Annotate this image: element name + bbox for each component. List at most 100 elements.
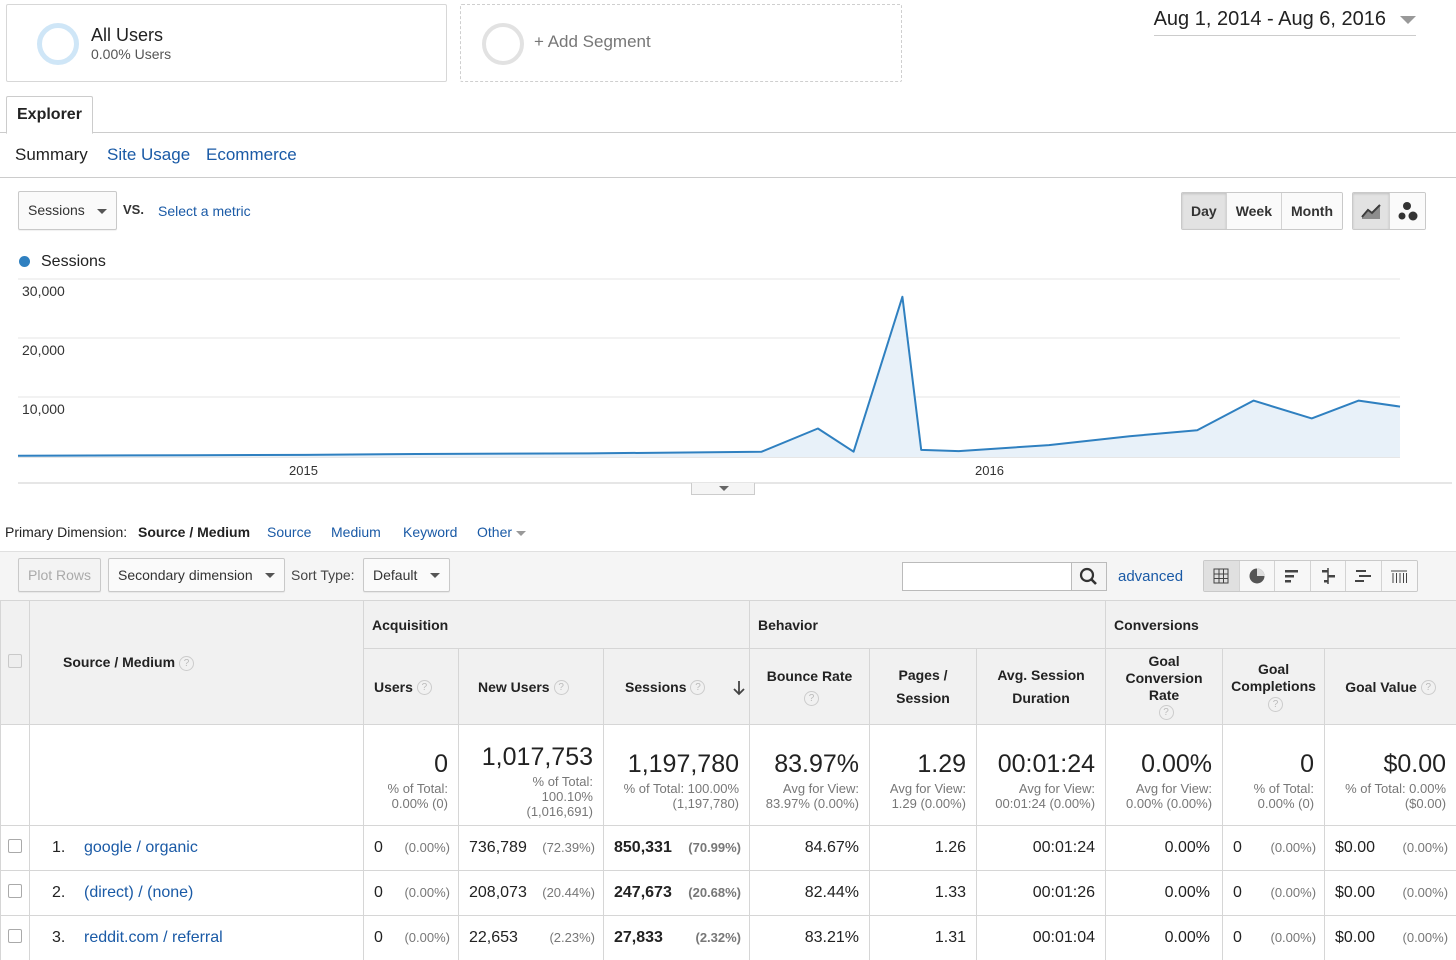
- row-source-link[interactable]: reddit.com / referral: [84, 929, 223, 946]
- cell-percent: (2.23%): [549, 930, 595, 945]
- col-label: Pages / Session: [896, 666, 950, 706]
- help-icon[interactable]: ?: [1420, 680, 1436, 696]
- cell-value: 736,789: [469, 839, 527, 856]
- help-icon[interactable]: ?: [179, 655, 195, 671]
- secondary-dimension-label: Secondary dimension: [118, 567, 253, 583]
- advanced-filter-link[interactable]: advanced: [1118, 568, 1184, 585]
- select-all-checkbox[interactable]: [8, 654, 22, 668]
- col-avg-session-duration[interactable]: Avg. Session Duration: [976, 648, 1107, 725]
- row-index: 3.: [52, 929, 66, 946]
- comparison-view-button[interactable]: [1310, 561, 1346, 591]
- totals-spacer: [29, 724, 364, 826]
- chevron-down-icon: [97, 208, 107, 214]
- col-goal-conversion-rate[interactable]: Goal Conversion Rate?: [1105, 648, 1224, 725]
- col-new-users[interactable]: New Users?: [458, 648, 604, 725]
- col-label: Sessions: [625, 678, 687, 695]
- report-table: Source / Medium? Acquisition Behavior Co…: [0, 600, 1456, 960]
- search-button[interactable]: [1071, 562, 1107, 591]
- row-new-users: 208,073 (20.44%): [458, 870, 604, 916]
- dimension-other-label: Other: [477, 524, 513, 540]
- total-value: 0.00%: [1141, 750, 1213, 778]
- sort-descending-arrow-icon: [733, 681, 745, 696]
- cell-percent: (20.44%): [542, 885, 595, 900]
- row-index: 1.: [52, 839, 66, 856]
- segment-all-users[interactable]: All Users 0.00% Users: [6, 4, 447, 82]
- subtab-summary[interactable]: Summary: [15, 145, 88, 164]
- plot-rows-button[interactable]: Plot Rows: [18, 558, 101, 592]
- col-goal-completions[interactable]: Goal Completions?: [1222, 648, 1326, 725]
- row-checkbox-cell: [0, 870, 30, 916]
- line-chart-button[interactable]: [1353, 193, 1390, 229]
- chart-collapse-toggle[interactable]: [691, 483, 755, 495]
- cell-value: 247,673: [614, 884, 672, 901]
- sessions-legend-label: Sessions: [41, 253, 106, 270]
- data-view-button[interactable]: [1204, 561, 1240, 591]
- cell-value: 850,331: [614, 839, 672, 856]
- help-icon[interactable]: ?: [1158, 705, 1174, 721]
- total-duration: 00:01:24 Avg for View: 00:01:24 (0.00%): [976, 724, 1107, 826]
- sessions-line: [17, 295, 1401, 457]
- group-behavior: Behavior: [749, 600, 1107, 649]
- help-icon[interactable]: ?: [690, 680, 706, 696]
- sort-type-dropdown[interactable]: Default: [363, 558, 450, 592]
- tab-explorer[interactable]: Explorer: [6, 96, 93, 134]
- day-button[interactable]: Day: [1182, 193, 1227, 229]
- row-source-link[interactable]: (direct) / (none): [84, 884, 194, 901]
- dimension-header-label: Source / Medium: [63, 654, 176, 671]
- chevron-down-icon: [1400, 16, 1416, 24]
- motion-chart-button[interactable]: [1390, 193, 1425, 229]
- add-segment-card[interactable]: + Add Segment: [460, 4, 902, 82]
- total-caption: Avg for View: 00:01:24 (0.00%): [995, 781, 1096, 811]
- subtab-site-usage[interactable]: Site Usage: [107, 145, 191, 164]
- date-range-text: Aug 1, 2014 - Aug 6, 2016: [1153, 8, 1386, 30]
- dimension-medium[interactable]: Medium: [331, 524, 381, 540]
- help-icon[interactable]: ?: [416, 680, 432, 696]
- sort-type-value: Default: [373, 567, 418, 583]
- grid-table-icon: [1213, 568, 1229, 584]
- total-value: 83.97%: [774, 750, 860, 778]
- col-label: Users: [374, 678, 413, 695]
- search-icon: [1079, 567, 1097, 585]
- pivot-table-icon: [1391, 570, 1408, 583]
- row-checkbox[interactable]: [8, 928, 22, 943]
- help-icon[interactable]: ?: [553, 680, 569, 696]
- table-search-input[interactable]: [902, 562, 1072, 591]
- x-tick-2015: 2015: [289, 463, 318, 478]
- y-tick-10000: 10,000: [22, 401, 65, 417]
- date-range-picker[interactable]: Aug 1, 2014 - Aug 6, 2016: [1153, 8, 1416, 36]
- chevron-down-icon: [265, 573, 275, 578]
- dimension-source[interactable]: Source: [267, 524, 312, 540]
- row-checkbox[interactable]: [8, 883, 22, 898]
- cell-percent: (0.00%): [404, 885, 450, 900]
- row-source-link[interactable]: google / organic: [84, 839, 198, 856]
- col-users[interactable]: Users?: [363, 648, 459, 725]
- dimension-header[interactable]: Source / Medium?: [29, 600, 364, 725]
- row-checkbox[interactable]: [8, 838, 22, 853]
- row-pages-session: 1.33: [869, 870, 978, 916]
- row-conversion-rate: 0.00%: [1105, 870, 1224, 916]
- week-button[interactable]: Week: [1226, 193, 1283, 229]
- col-label: New Users: [478, 678, 550, 695]
- y-tick-20000: 20,000: [22, 342, 65, 358]
- subtab-ecommerce[interactable]: Ecommerce: [206, 145, 297, 164]
- metric-dropdown[interactable]: Sessions: [18, 191, 117, 230]
- select-metric-link[interactable]: Select a metric: [158, 203, 251, 219]
- dimension-keyword[interactable]: Keyword: [403, 524, 458, 540]
- col-goal-value[interactable]: Goal Value?: [1324, 648, 1456, 725]
- month-button[interactable]: Month: [1282, 193, 1342, 229]
- performance-view-button[interactable]: [1275, 561, 1311, 591]
- sessions-legend-dot: [19, 256, 30, 267]
- dimension-other[interactable]: Other: [477, 524, 526, 540]
- chevron-down-icon: [719, 486, 729, 491]
- col-sessions[interactable]: Sessions?: [602, 648, 751, 725]
- percentage-view-button[interactable]: [1239, 561, 1275, 591]
- total-value: 1,017,753: [481, 742, 593, 771]
- help-icon[interactable]: ?: [1268, 696, 1284, 712]
- col-bounce-rate[interactable]: Bounce Rate?: [749, 648, 871, 725]
- secondary-dimension-dropdown[interactable]: Secondary dimension: [108, 558, 285, 592]
- row-bounce-rate: 82.44%: [749, 870, 871, 916]
- term-cloud-view-button[interactable]: [1346, 561, 1382, 591]
- pivot-view-button[interactable]: [1381, 561, 1417, 591]
- col-pages-session[interactable]: Pages / Session: [869, 648, 978, 725]
- help-icon[interactable]: ?: [804, 691, 820, 707]
